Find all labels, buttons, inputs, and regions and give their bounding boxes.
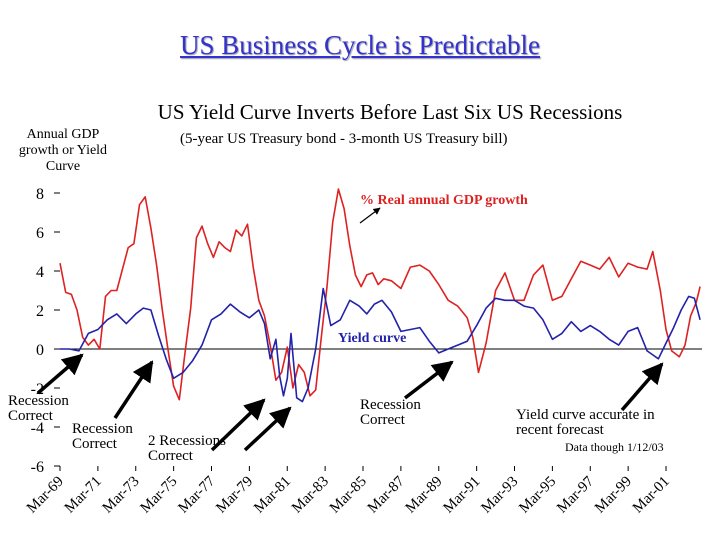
- gdp-growth-line: [59, 188, 701, 401]
- x-tick-label: Mar-89: [403, 474, 446, 517]
- page-title: US Business Cycle is Predictable: [180, 30, 540, 60]
- y-tick-label: 4: [36, 264, 44, 281]
- arrow-recession-1: [36, 353, 84, 395]
- annotation-recent-forecast: Yield curve accurate in recent forecast: [516, 407, 655, 438]
- arrow-recent-forecast: [620, 362, 664, 412]
- chart-title: US Yield Curve Inverts Before Last Six U…: [157, 100, 623, 124]
- x-tick-label: Mar-95: [516, 474, 559, 517]
- x-tick-label: Mar-79: [213, 474, 256, 517]
- annotation-recession-2: Recession Correct: [72, 421, 133, 452]
- y-tick-label: -2: [31, 381, 44, 398]
- annotation-recession-3: 2 Recessions Correct: [148, 433, 226, 464]
- y-tick-label: 6: [36, 225, 44, 242]
- x-tick-label: Mar-01: [630, 474, 673, 517]
- gdp-series-label: % Real annual GDP growth: [360, 193, 528, 208]
- x-tick-label: Mar-91: [441, 474, 484, 517]
- x-tick-label: Mar-77: [175, 473, 218, 516]
- y-tick-label: 8: [36, 186, 44, 203]
- chart-annotations: [36, 207, 664, 452]
- yield-curve-line: [60, 287, 701, 403]
- arrow-recession-3b: [243, 406, 292, 452]
- chart-subtitle: (5-year US Treasury bond - 3-month US Tr…: [180, 131, 508, 147]
- y-tick-label: -4: [31, 420, 44, 437]
- annotation-recession-4: Recession Correct: [360, 397, 421, 428]
- y-tick-label: 0: [36, 342, 44, 359]
- x-tick-label: Mar-69: [24, 474, 67, 517]
- chart-axes: 86420-2-4-6Mar-69Mar-71Mar-73Mar-75Mar-7…: [24, 186, 702, 516]
- x-tick-label: Mar-97: [554, 473, 597, 516]
- x-tick-label: Mar-73: [100, 474, 143, 517]
- arrow-recession-4: [403, 360, 454, 400]
- x-tick-label: Mar-93: [478, 474, 521, 517]
- x-tick-label: Mar-81: [251, 474, 294, 517]
- x-tick-label: Mar-75: [138, 474, 181, 517]
- arrow-gdp-label: [359, 207, 381, 224]
- annotation-recession-1: Recession Correct: [8, 393, 69, 424]
- x-tick-label: Mar-87: [365, 473, 408, 516]
- annotation-data-date: Data though 1/12/03: [565, 440, 664, 454]
- x-tick-label: Mar-85: [327, 474, 370, 517]
- arrow-recession-3a: [210, 398, 266, 452]
- arrow-recession-2: [113, 360, 154, 419]
- y-tick-label: -6: [31, 459, 44, 476]
- y-tick-label: 2: [36, 303, 44, 320]
- x-tick-label: Mar-71: [62, 474, 105, 517]
- x-tick-label: Mar-99: [592, 474, 635, 517]
- chart-series: [59, 188, 701, 403]
- yield-series-label: Yield curve: [338, 331, 407, 346]
- y-axis-label: Annual GDP growth or Yield Curve: [18, 127, 108, 174]
- x-tick-label: Mar-83: [289, 474, 332, 517]
